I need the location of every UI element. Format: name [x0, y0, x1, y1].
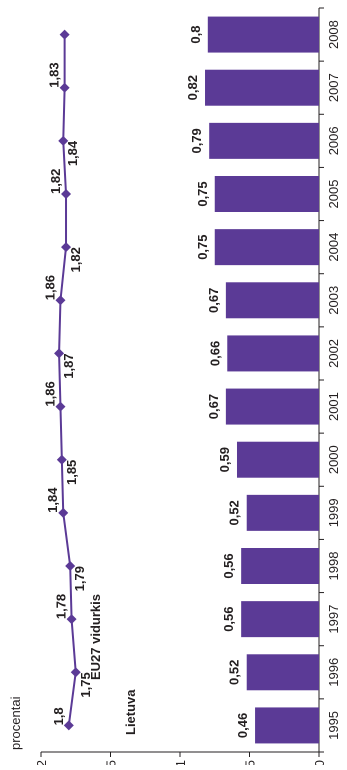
- y-axis-title: procentai: [8, 696, 23, 750]
- bar: [227, 335, 319, 372]
- bar: [246, 654, 319, 691]
- eu27-marker: [61, 189, 72, 199]
- bar-value-label: 0,46: [235, 713, 250, 738]
- bar: [207, 16, 319, 53]
- eu27-value-label: 1,84: [65, 140, 80, 166]
- bar: [246, 494, 319, 531]
- axis-layer: 0 0,5 1 1,5 2 1995 1996 1997 1998 1999 2000 2001 200…: [34, 7, 341, 770]
- bar: [205, 69, 319, 106]
- category-tick-label: 1997: [326, 605, 341, 634]
- eu27-value-label: 1,82: [68, 247, 83, 272]
- eu27-marker: [63, 720, 74, 731]
- category-tick-label: 2008: [326, 20, 341, 49]
- bar-value-label: 0,67: [206, 394, 221, 419]
- eu27-value-label: 1,85: [64, 460, 79, 485]
- bar-value-label: 0,75: [195, 234, 210, 259]
- value-tick-label: 1,5: [104, 760, 119, 765]
- eu27-marker: [58, 135, 69, 146]
- eu27-value-label: 1,83: [47, 62, 62, 87]
- bar-value-label: 0,75: [195, 181, 210, 206]
- bar-value-label: 0,66: [207, 341, 222, 366]
- eu27-value-label: 1,8: [51, 707, 66, 725]
- eu27-marker: [54, 348, 65, 359]
- eu27-value-label: 1,82: [48, 169, 63, 194]
- eu27-marker: [61, 242, 72, 253]
- bar-value-label: 0,52: [227, 660, 242, 685]
- line-layer: [54, 29, 81, 731]
- bar-value-label: 0,56: [221, 553, 236, 578]
- category-tick-label: 2000: [326, 445, 341, 474]
- category-tick-label: 2006: [326, 126, 341, 155]
- eu27-marker: [70, 667, 81, 678]
- eu27-marker: [65, 561, 76, 571]
- eu27-value-label: 1,78: [54, 594, 69, 619]
- bar-value-label: 0,82: [185, 75, 200, 100]
- category-tick-label: 2003: [326, 286, 341, 315]
- eu27-marker: [59, 82, 70, 93]
- value-tick-label: 2: [34, 760, 49, 765]
- eu27-value-label: 1,86: [42, 275, 57, 300]
- category-tick-label: 1999: [326, 498, 341, 527]
- eu27-marker: [58, 507, 69, 518]
- bar-value-label: 0,8: [188, 26, 203, 44]
- eu27-value-label: 1,84: [45, 487, 60, 513]
- legend-label-eu27: EU27 vidurkis: [88, 594, 103, 680]
- category-tick-label: 1995: [326, 711, 341, 740]
- bar-value-label: 0,56: [221, 606, 236, 631]
- bar: [241, 548, 319, 584]
- label-layer: 0,46 0,52 0,56 0,56 0,52 0,59 0,67 0,66 0,67 0,75…: [42, 26, 250, 739]
- bar: [214, 229, 319, 266]
- bar: [209, 122, 319, 159]
- bar: [214, 176, 319, 212]
- eu27-marker: [66, 614, 77, 625]
- category-tick-label: 2002: [326, 339, 341, 368]
- bar-value-label: 0,79: [189, 128, 204, 153]
- bar: [255, 707, 319, 744]
- legend-label-lietuva: Lietuva: [123, 689, 138, 735]
- category-tick-label: 2001: [326, 392, 341, 421]
- eu27-line: [58, 34, 77, 726]
- bar-value-label: 0,59: [217, 447, 232, 472]
- bar: [225, 388, 319, 425]
- category-tick-label: 2004: [326, 233, 341, 262]
- bar: [225, 282, 319, 319]
- eu27-value-label: 1,86: [42, 381, 57, 406]
- eu27-marker: [55, 295, 66, 306]
- bar-value-label: 0,67: [206, 288, 221, 313]
- category-tick-label: 2007: [326, 73, 341, 102]
- bar-layer: [205, 16, 319, 744]
- value-tick-label: 1: [173, 760, 188, 765]
- eu27-value-label: 1,75: [78, 672, 93, 697]
- eu27-value-label: 1,79: [72, 566, 87, 591]
- value-tick-label: 0: [312, 760, 327, 765]
- bar: [236, 441, 319, 478]
- eu27-value-label: 1,87: [61, 353, 76, 378]
- category-tick-label: 1996: [326, 658, 341, 687]
- category-tick-label: 1998: [326, 552, 341, 581]
- eu27-marker: [55, 401, 66, 412]
- value-tick-label: 0,5: [243, 760, 258, 765]
- eu27-marker: [56, 454, 67, 465]
- bar-value-label: 0,52: [227, 500, 242, 525]
- category-tick-label: 2005: [326, 180, 341, 209]
- eu27-marker: [59, 29, 70, 40]
- bar: [241, 601, 319, 638]
